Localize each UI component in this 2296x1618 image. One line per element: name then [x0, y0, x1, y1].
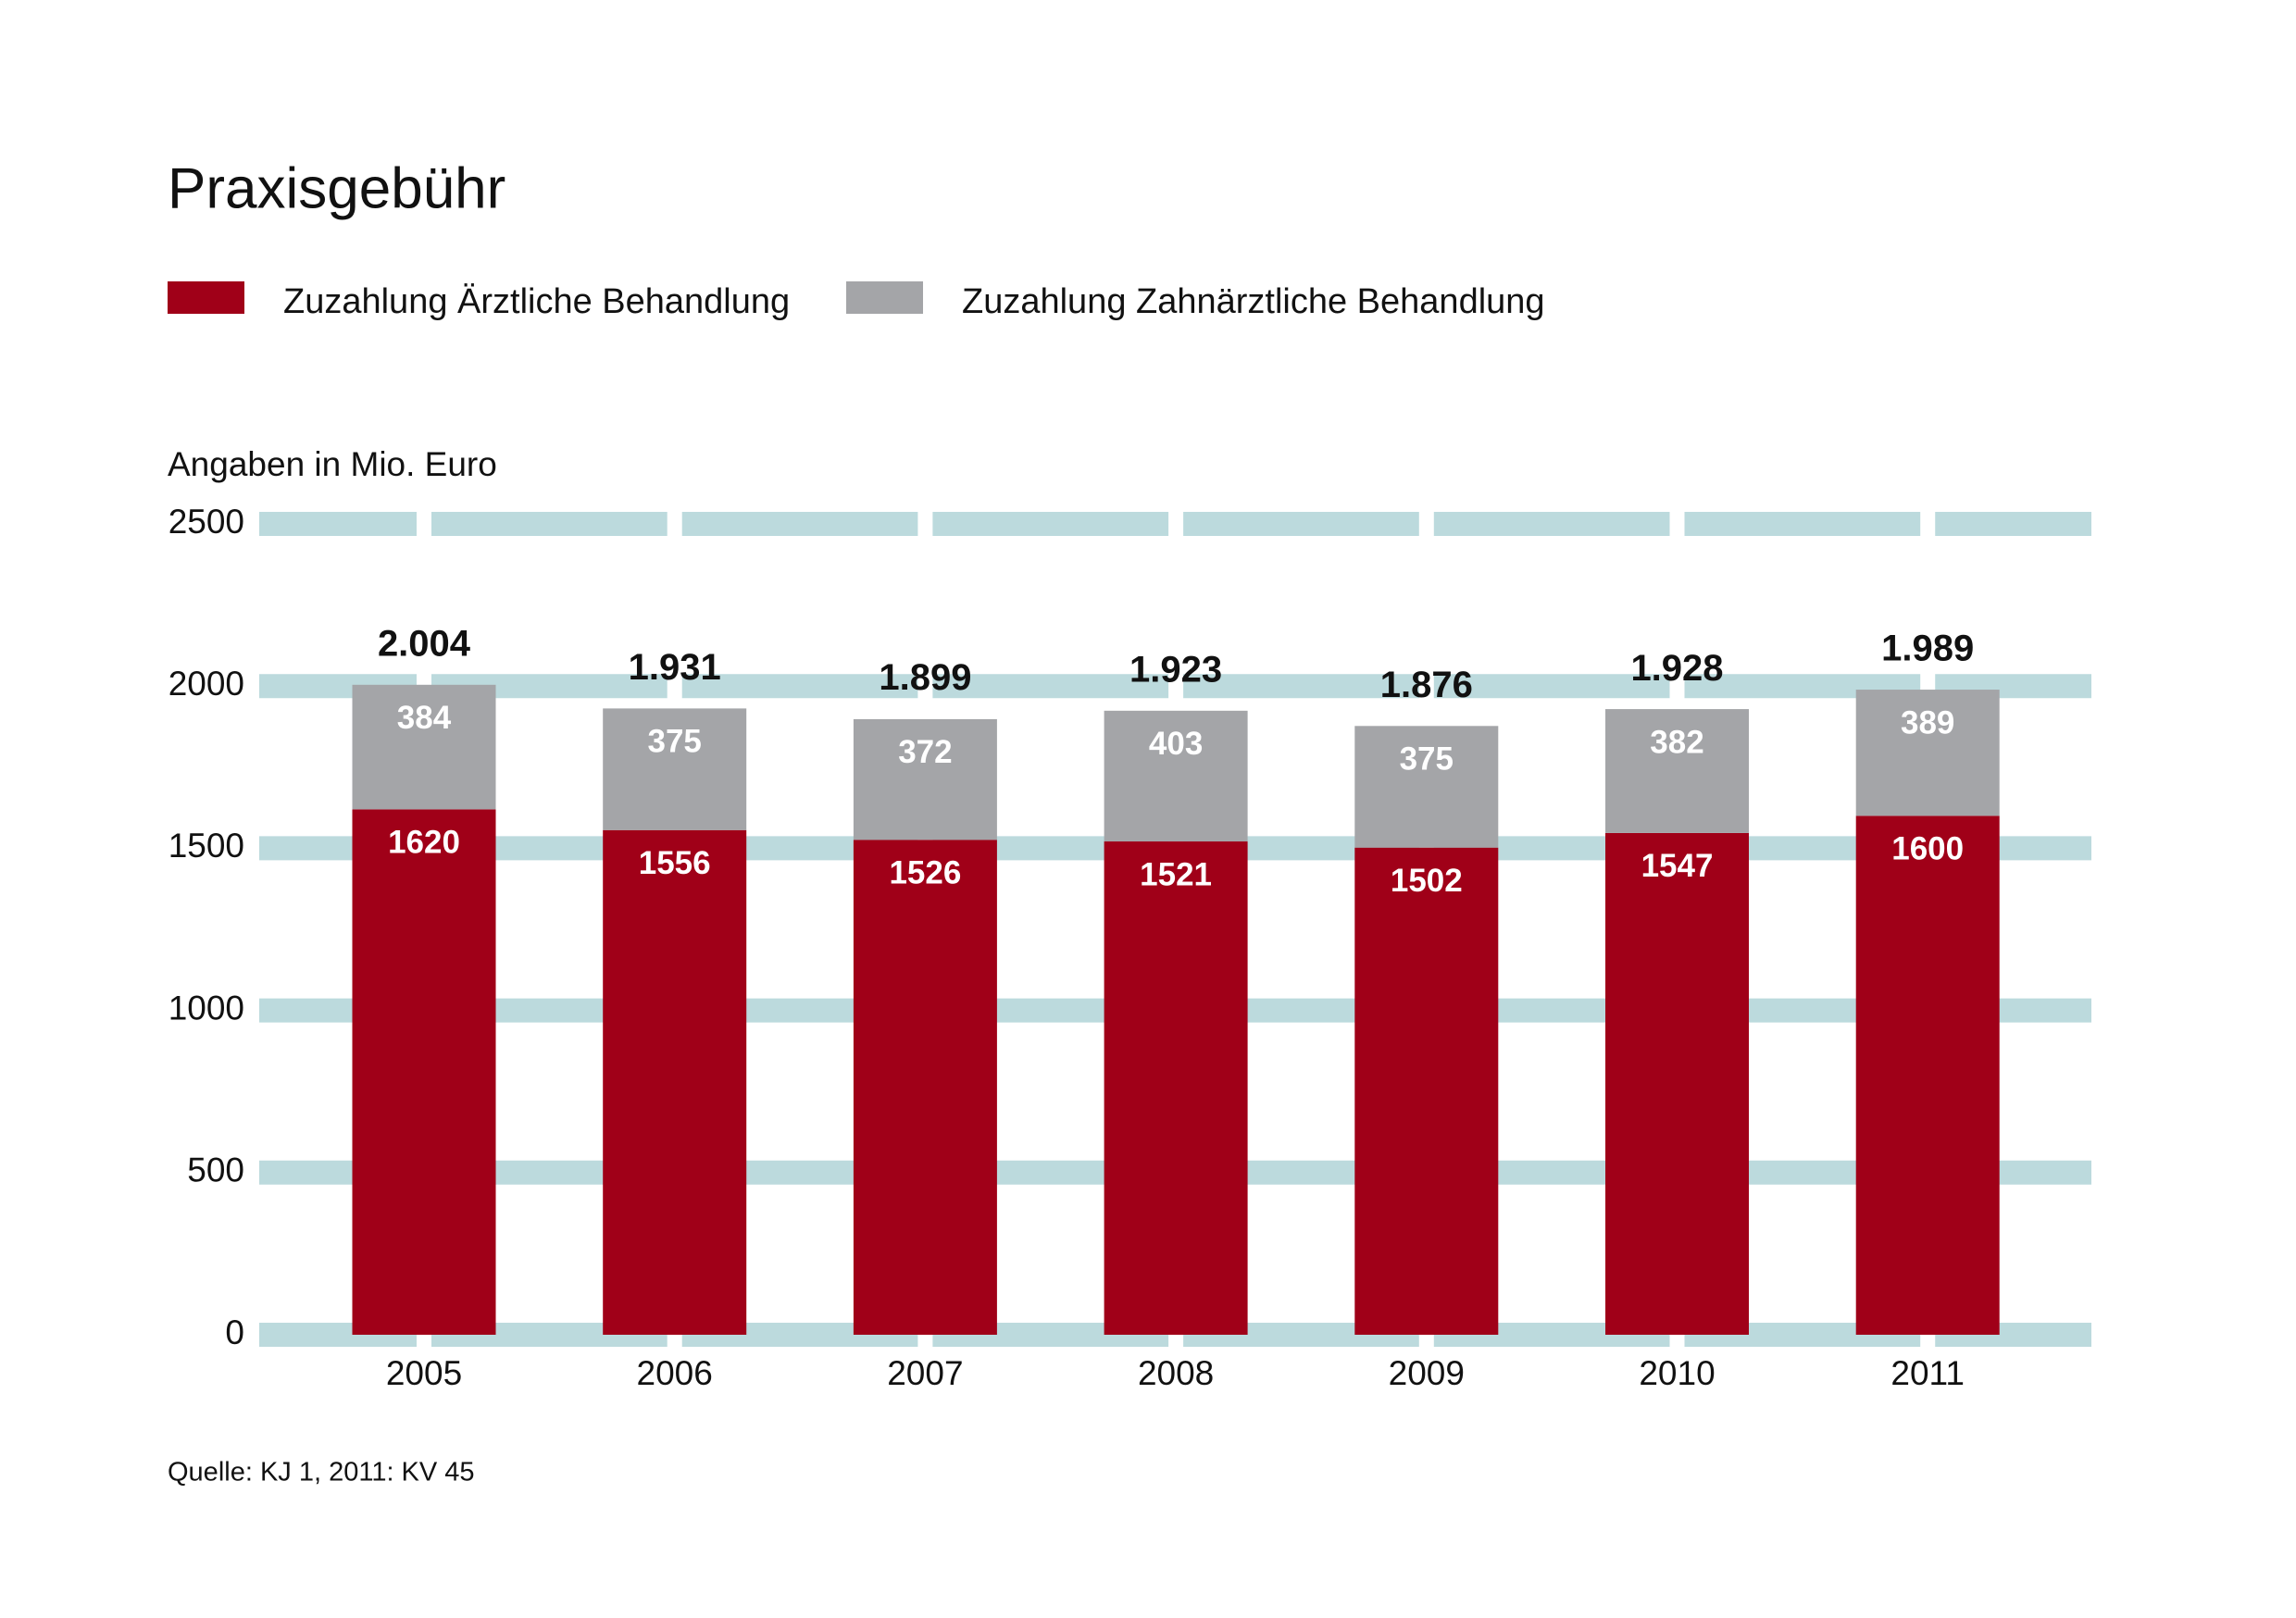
bar-segment — [603, 829, 747, 1335]
bar-segment — [1855, 690, 2000, 816]
y-tick-label: 2000 — [168, 665, 244, 703]
bar-segment — [352, 809, 496, 1335]
bar-value-label: 1600 — [1891, 831, 1964, 867]
bar-segment — [1605, 832, 1749, 1335]
bar-value-label: 1556 — [639, 845, 711, 881]
y-axis-label: Angaben in Mio. Euro — [168, 445, 497, 483]
bar-value-label: 1521 — [1140, 856, 1212, 892]
bar-value-label: 1547 — [1641, 848, 1714, 884]
total-label: 2.004 — [378, 623, 471, 664]
bar-segment — [1104, 710, 1248, 842]
bar-value-label: 375 — [1400, 741, 1454, 778]
chart-title: Praxisgebühr — [168, 156, 505, 220]
bar-value-label: 375 — [647, 724, 701, 760]
x-tick-label: 2010 — [1639, 1354, 1715, 1392]
legend-swatch — [846, 281, 923, 314]
y-tick-label: 500 — [187, 1151, 244, 1189]
bar-segment — [1354, 847, 1499, 1335]
bar-segment — [853, 840, 997, 1335]
x-tick-label: 2009 — [1389, 1354, 1465, 1392]
bar-value-label: 1502 — [1391, 863, 1463, 899]
bar-segment — [1104, 841, 1248, 1335]
x-tick-label: 2007 — [887, 1354, 963, 1392]
legend-swatch — [168, 281, 244, 314]
legend-label: Zuzahlung Zahnärztliche Behandlung — [962, 282, 1545, 321]
y-tick-label: 1500 — [168, 827, 244, 865]
total-label: 1.928 — [1630, 648, 1723, 689]
y-tick-label: 2500 — [168, 503, 244, 541]
bar-segment — [352, 684, 496, 810]
bar-value-label: 389 — [1901, 704, 1954, 741]
bar-segment — [853, 718, 997, 840]
source-note: Quelle: KJ 1, 2011: KV 45 — [168, 1458, 475, 1487]
bar-value-label: 1526 — [889, 855, 961, 891]
bar-value-label: 1620 — [388, 825, 460, 861]
bar-value-label: 372 — [898, 734, 952, 770]
y-tick-label: 0 — [225, 1313, 244, 1351]
bar-segment — [1855, 815, 2000, 1335]
bar-value-label: 382 — [1650, 724, 1703, 760]
bar-value-label: 384 — [397, 700, 452, 736]
x-tick-label: 2011 — [1890, 1354, 1965, 1392]
total-label: 1.989 — [1881, 629, 1974, 669]
bar-segment — [1605, 709, 1749, 833]
x-tick-label: 2005 — [386, 1354, 462, 1392]
total-label: 1.931 — [629, 647, 721, 688]
bar-segment — [603, 708, 747, 830]
y-tick-label: 1000 — [168, 989, 244, 1027]
total-label: 1.923 — [1129, 650, 1222, 691]
total-label: 1.876 — [1380, 665, 1473, 705]
bar-value-label: 403 — [1149, 726, 1203, 762]
bar-segment — [1354, 726, 1499, 848]
legend-label: Zuzahlung Ärztliche Behandlung — [283, 282, 790, 321]
total-label: 1.899 — [879, 657, 971, 698]
x-tick-label: 2006 — [637, 1354, 713, 1392]
x-tick-label: 2008 — [1138, 1354, 1214, 1392]
